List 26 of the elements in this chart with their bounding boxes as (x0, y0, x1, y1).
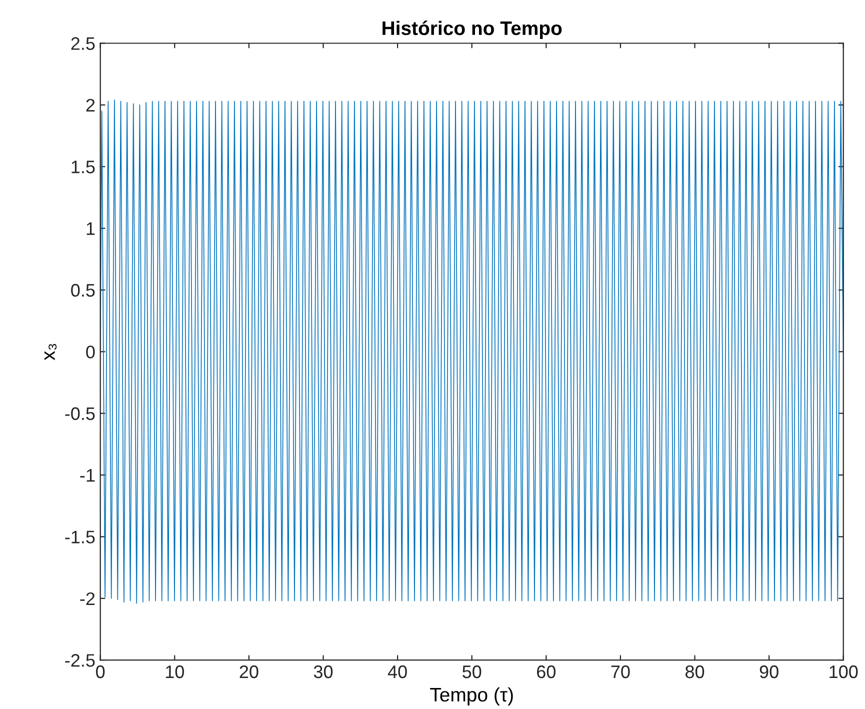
x-tick-label: 90 (760, 665, 778, 678)
chart-title: Histórico no Tempo (382, 20, 562, 39)
x-tick-label: 20 (240, 665, 258, 678)
y-tick-label: -0.5 (65, 407, 95, 420)
y-axis-title: x₃ (44, 344, 57, 360)
x-tick-label: 100 (830, 665, 858, 678)
x-tick-label: 40 (388, 665, 407, 678)
y-tick-label: -1 (80, 469, 95, 482)
y-tick-label: -2 (80, 592, 95, 605)
x-tick-label: 50 (462, 665, 482, 678)
y-tick-label: 1.5 (72, 160, 95, 174)
y-tick-label: 2.5 (71, 37, 95, 50)
x-tick-label: 70 (611, 665, 630, 678)
y-tick-label: 1 (86, 222, 95, 235)
y-tick-label: -2.5 (65, 654, 95, 667)
x-tick-label: 0 (96, 665, 105, 678)
x-tick-label: 30 (314, 665, 333, 678)
y-tick-label: -1.5 (65, 530, 95, 544)
y-tick-label: 2 (86, 98, 95, 112)
x-tick-label: 10 (166, 665, 184, 678)
x-tick-label: 80 (686, 665, 704, 678)
y-tick-label: 0 (86, 346, 95, 358)
line-series (100, 100, 844, 604)
x-axis-title: Tempo (τ) (430, 687, 513, 706)
y-tick-label: 0.5 (71, 284, 95, 297)
x-tick-label: 60 (537, 665, 556, 678)
